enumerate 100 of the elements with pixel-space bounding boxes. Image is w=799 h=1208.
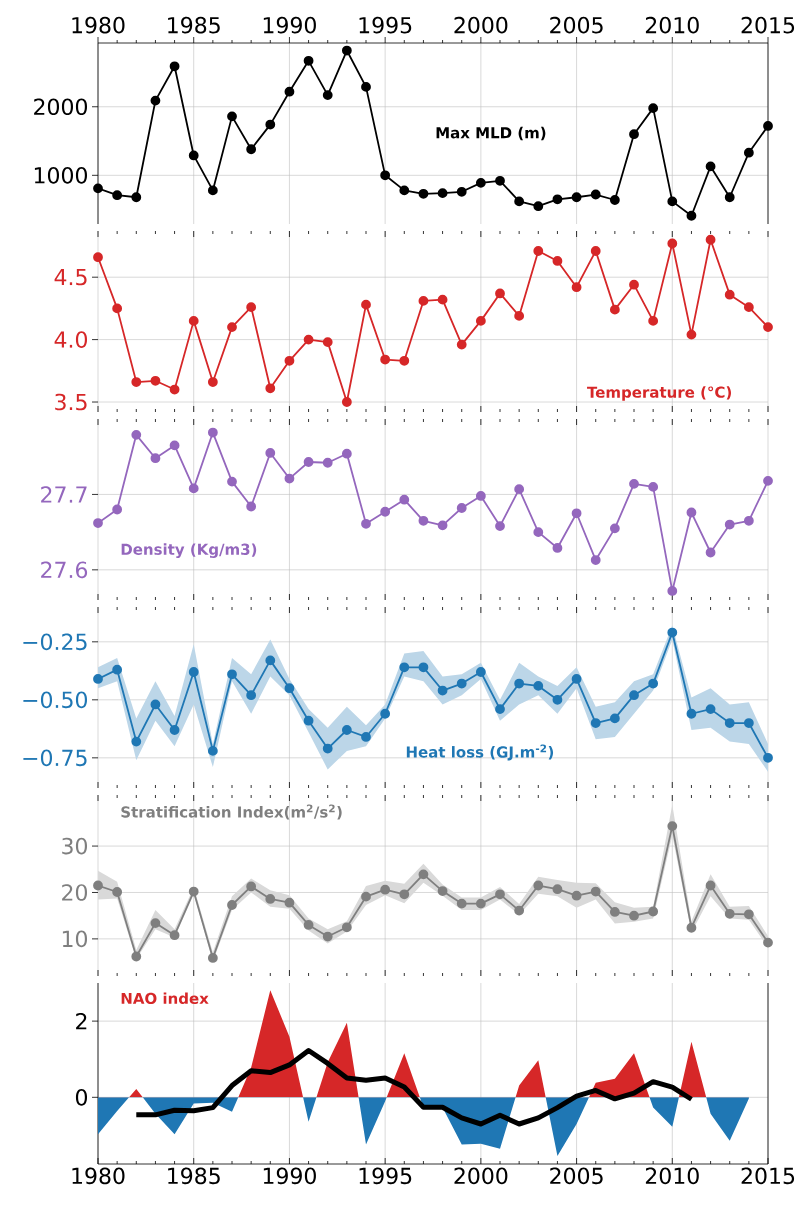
y-tick-label: 4.5: [54, 269, 87, 286]
y-tick-label: 1000: [34, 167, 87, 184]
point: [475, 667, 486, 677]
point: [418, 515, 429, 526]
y-tick-label: 27.7: [41, 486, 87, 503]
point: [322, 337, 333, 347]
point: [188, 886, 199, 897]
point: [169, 384, 180, 395]
point: [418, 296, 429, 306]
x-tick-label: 2015: [741, 1167, 795, 1185]
point: [533, 201, 544, 212]
point: [763, 322, 773, 333]
point: [667, 627, 678, 638]
point: [724, 718, 735, 728]
point: [629, 690, 639, 701]
point: [763, 475, 773, 486]
x-tick-label: 2000: [454, 16, 508, 34]
point: [686, 329, 697, 340]
point: [284, 86, 295, 97]
point: [686, 922, 697, 933]
point: [495, 521, 505, 531]
text: Heat loss (GJ.m$^{-2}$): [406, 744, 554, 761]
y-tick-label: 4.0: [54, 331, 88, 348]
point: [284, 683, 295, 694]
point: [437, 886, 448, 896]
point: [207, 377, 218, 387]
point: [93, 674, 103, 684]
point: [361, 299, 371, 310]
point: [724, 519, 735, 530]
point: [380, 506, 391, 517]
point: [246, 501, 257, 512]
point: [265, 383, 276, 394]
point: [303, 334, 314, 345]
point: [341, 922, 352, 933]
point: [686, 507, 697, 518]
point: [112, 190, 123, 201]
point: [552, 543, 563, 553]
point: [667, 238, 678, 249]
point: [227, 111, 237, 122]
point: [227, 900, 237, 910]
point: [246, 302, 257, 313]
point: [341, 45, 352, 56]
point: [743, 718, 754, 728]
point: [456, 503, 467, 513]
point: [246, 881, 257, 892]
point: [207, 745, 218, 756]
point: [552, 256, 563, 266]
point: [456, 678, 467, 689]
point: [303, 457, 314, 467]
point: [227, 322, 237, 333]
point: [763, 752, 773, 763]
point: [456, 186, 467, 197]
point: [724, 192, 735, 203]
text: Stratification Index(m$^{2}$/s$^{2}$): [121, 804, 342, 820]
point: [418, 869, 429, 880]
point: [322, 90, 333, 101]
point: [686, 210, 697, 221]
point: [609, 907, 620, 917]
point: [763, 121, 773, 131]
point: [188, 150, 199, 161]
point: [246, 690, 257, 701]
x-tick-label: 1985: [168, 1167, 220, 1185]
point: [341, 448, 352, 459]
point: [609, 523, 620, 534]
text: Max MLD (m): [436, 126, 546, 141]
x-tick-label: 1995: [359, 1167, 412, 1185]
point: [475, 177, 486, 188]
y-tick-label: 2: [76, 1012, 87, 1030]
point: [571, 508, 582, 519]
point: [475, 898, 486, 909]
point: [150, 699, 161, 710]
point: [399, 185, 410, 196]
x-tick-label: 2015: [741, 16, 795, 34]
text: Temperature (°C): [587, 386, 731, 401]
point: [284, 473, 295, 484]
point: [265, 119, 276, 130]
series-label: Density (Kg/m3): [121, 543, 257, 558]
point: [207, 185, 218, 196]
point: [341, 725, 352, 735]
y-tick-label: 2000: [34, 98, 87, 116]
point: [514, 310, 525, 321]
point: [112, 664, 123, 675]
point: [495, 704, 505, 715]
point: [571, 674, 582, 684]
point: [514, 196, 525, 207]
point: [169, 440, 180, 451]
point: [322, 931, 333, 942]
point: [265, 448, 276, 458]
y-tick-label: −0.50: [23, 691, 88, 709]
point: [112, 887, 123, 897]
point: [380, 708, 391, 719]
point: [246, 144, 257, 155]
point: [418, 662, 429, 673]
point: [227, 669, 237, 680]
point: [648, 678, 659, 689]
point: [533, 527, 544, 538]
point: [705, 880, 716, 891]
x-tick-label: 1995: [359, 16, 412, 34]
point: [418, 188, 429, 199]
point: [705, 547, 716, 558]
